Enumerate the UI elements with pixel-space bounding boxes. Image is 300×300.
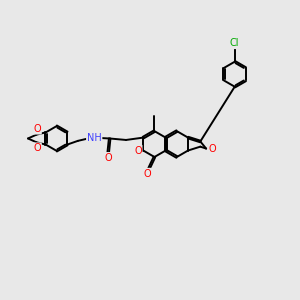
Text: O: O xyxy=(104,153,112,163)
Text: NH: NH xyxy=(87,133,102,143)
Text: O: O xyxy=(33,143,41,153)
Text: Cl: Cl xyxy=(230,38,239,48)
Text: O: O xyxy=(134,146,142,155)
Text: O: O xyxy=(209,144,217,154)
Text: O: O xyxy=(144,169,152,178)
Text: O: O xyxy=(33,124,41,134)
